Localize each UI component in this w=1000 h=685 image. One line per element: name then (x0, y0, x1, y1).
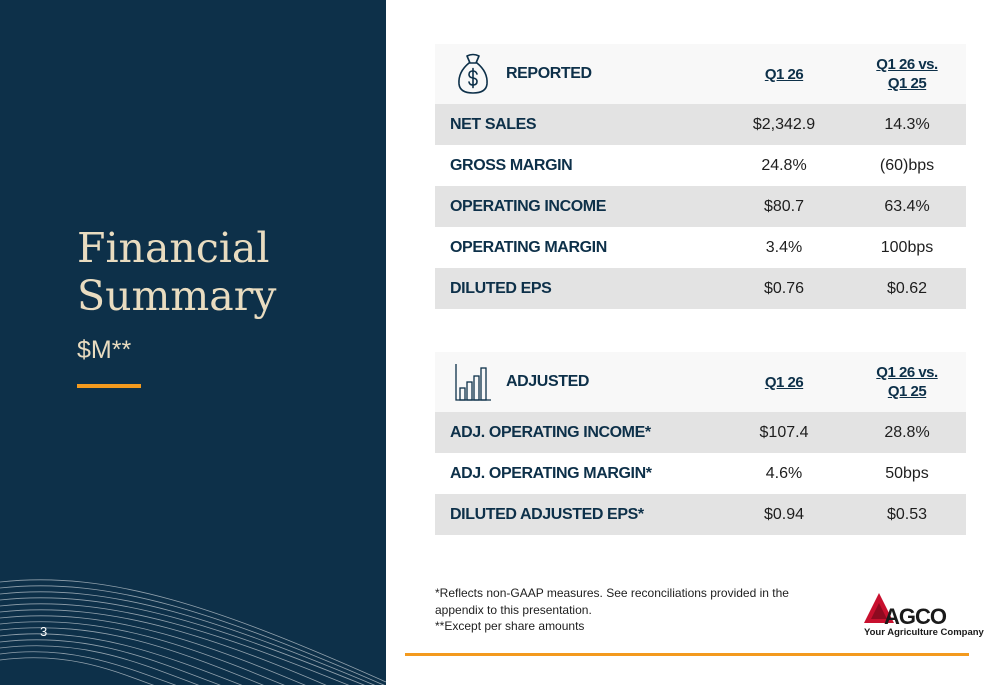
title-line-1: Financial (77, 224, 270, 272)
table-row: ADJ. OPERATING MARGIN* 4.6% 50bps (435, 453, 966, 494)
footnote-1: *Reflects non-GAAP measures. See reconci… (435, 586, 789, 617)
slide-title: Financial Summary (77, 224, 276, 320)
decorative-waves (0, 579, 386, 685)
row-label: DILUTED EPS (450, 279, 552, 297)
table-row: OPERATING INCOME $80.7 63.4% (435, 186, 966, 227)
row-q-value: $2,342.9 (752, 115, 816, 133)
row-change-value: (60)bps (879, 156, 935, 174)
row-q-value: 24.8% (761, 156, 807, 174)
adjusted-section-label: ADJUSTED (506, 373, 590, 390)
table-row: NET SALES $2,342.9 14.3% (435, 104, 966, 145)
agco-logo-tagline: Your Agriculture Company (864, 627, 984, 638)
slide-subtitle: $M** (77, 336, 132, 364)
adjusted-col-change-line-2: Q1 25 (887, 383, 927, 400)
reported-col-change-line-2: Q1 25 (887, 75, 927, 92)
row-q-value: $80.7 (763, 197, 805, 215)
adjusted-col-change-line-1: Q1 26 vs. (876, 364, 938, 381)
title-line-2: Summary (77, 272, 277, 320)
row-change-value: 28.8% (884, 423, 930, 441)
adjusted-table: ADJUSTED Q1 26 Q1 26 vs. Q1 25 ADJ. OPER… (435, 352, 966, 535)
row-q-value: $107.4 (759, 423, 809, 441)
adjusted-col-q: Q1 26 (764, 373, 804, 391)
row-label: OPERATING INCOME (450, 197, 606, 215)
row-change-value: 50bps (885, 464, 929, 482)
footnotes: *Reflects non-GAAP measures. See reconci… (435, 585, 815, 635)
agco-logo-text: AGCO (884, 604, 947, 629)
row-change-value: $0.62 (886, 279, 928, 297)
row-change-value: 14.3% (884, 115, 930, 133)
footnote-2: **Except per share amounts (435, 619, 585, 633)
row-change-value: $0.53 (886, 505, 928, 523)
adjusted-header-row: ADJUSTED Q1 26 Q1 26 vs. Q1 25 (435, 352, 966, 412)
reported-col-change-line-1: Q1 26 vs. (876, 56, 938, 73)
row-change-value: 63.4% (884, 197, 930, 215)
row-label: OPERATING MARGIN (450, 238, 607, 256)
reported-col-q: Q1 26 (764, 65, 804, 83)
accent-bar (77, 384, 141, 388)
reported-header-row: REPORTED Q1 26 Q1 26 vs. Q1 25 (435, 44, 966, 104)
reported-col-change: Q1 26 vs. Q1 25 (848, 55, 966, 93)
reported-section-label: REPORTED (506, 65, 592, 82)
money-bag-icon (450, 51, 496, 97)
row-label: GROSS MARGIN (450, 156, 573, 174)
table-row: GROSS MARGIN 24.8% (60)bps (435, 145, 966, 186)
bar-chart-icon (450, 359, 496, 405)
row-q-value: $0.76 (763, 279, 805, 297)
reported-table: REPORTED Q1 26 Q1 26 vs. Q1 25 NET SALES… (435, 44, 966, 309)
table-row: DILUTED ADJUSTED EPS* $0.94 $0.53 (435, 494, 966, 535)
reported-header-label-cell: REPORTED (435, 51, 720, 97)
agco-logo-mark (864, 593, 894, 623)
adjusted-header-label-cell: ADJUSTED (435, 359, 720, 405)
adjusted-col-change: Q1 26 vs. Q1 25 (848, 363, 966, 401)
table-row: OPERATING MARGIN 3.4% 100bps (435, 227, 966, 268)
page-number: 3 (40, 624, 48, 639)
row-q-value: $0.94 (763, 505, 805, 523)
row-q-value: 3.4% (765, 238, 803, 256)
bottom-rule (405, 653, 969, 656)
row-change-value: 100bps (880, 238, 934, 256)
row-q-value: 4.6% (765, 464, 803, 482)
table-row: DILUTED EPS $0.76 $0.62 (435, 268, 966, 309)
table-row: ADJ. OPERATING INCOME* $107.4 28.8% (435, 412, 966, 453)
row-label: NET SALES (450, 115, 537, 133)
row-label: ADJ. OPERATING MARGIN* (450, 464, 652, 482)
left-panel: Financial Summary $M** 3 (0, 0, 386, 685)
row-label: ADJ. OPERATING INCOME* (450, 423, 651, 441)
row-label: DILUTED ADJUSTED EPS* (450, 505, 644, 523)
